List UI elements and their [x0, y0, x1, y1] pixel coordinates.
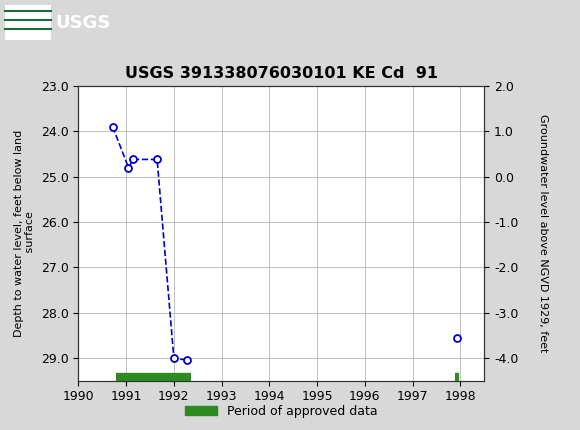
Y-axis label: Groundwater level above NGVD 1929, feet: Groundwater level above NGVD 1929, feet: [538, 114, 548, 353]
Y-axis label: Depth to water level, feet below land
 surface: Depth to water level, feet below land su…: [13, 130, 35, 337]
FancyBboxPatch shape: [5, 6, 51, 40]
Title: USGS 391338076030101 KE Cd  91: USGS 391338076030101 KE Cd 91: [125, 66, 438, 81]
Legend: Period of approved data: Period of approved data: [180, 400, 382, 423]
Text: USGS: USGS: [55, 14, 110, 31]
